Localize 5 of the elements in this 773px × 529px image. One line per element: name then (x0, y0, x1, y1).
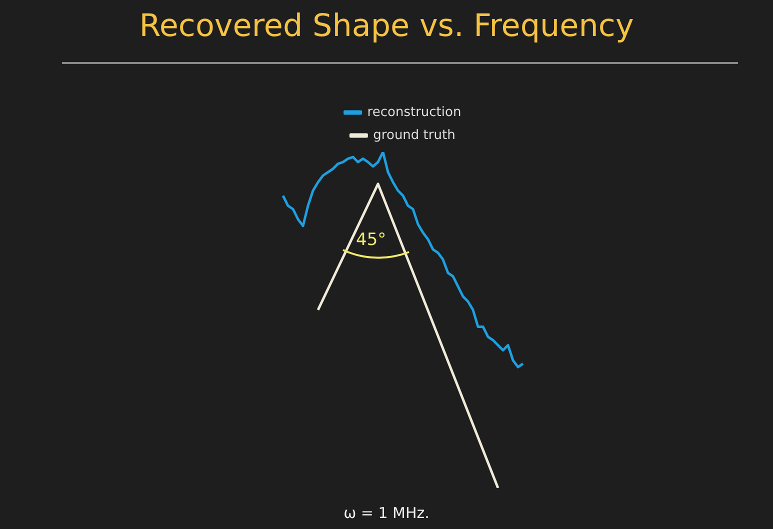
annotation: 45° (356, 230, 386, 250)
chart-title: Recovered Shape vs. Frequency (138, 8, 635, 44)
legend-label: ground truth (373, 128, 456, 143)
legend-label: reconstruction (367, 104, 462, 120)
text: ω = 1 MHz. (342, 504, 430, 522)
